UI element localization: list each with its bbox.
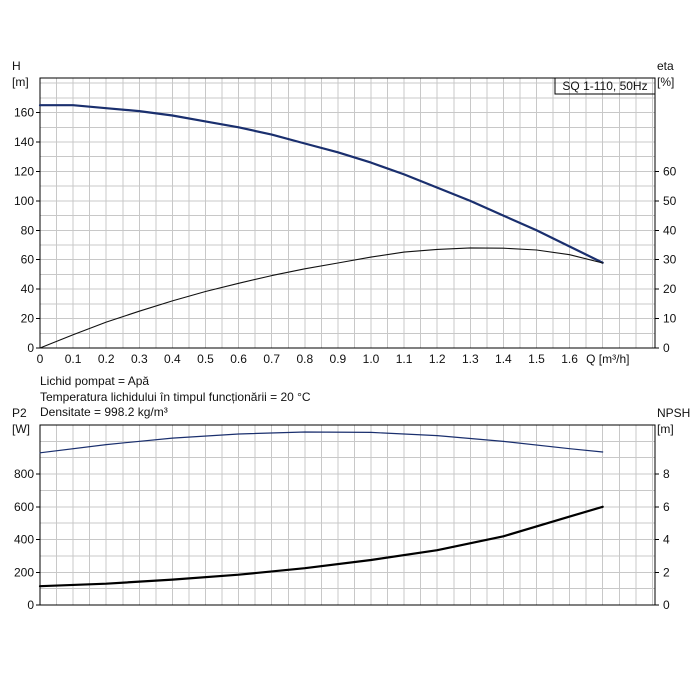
series-line-1-1 [38, 505, 604, 588]
plot-frame [39, 424, 656, 606]
y-right-axis-title: eta [657, 59, 674, 73]
x-tick-label: 0.8 [296, 352, 313, 366]
density-note: Densitate = 998.2 kg/m³ [40, 405, 168, 419]
title-box [554, 77, 656, 95]
x-tick-label: 1.2 [429, 352, 446, 366]
y-left-axis-unit: [W] [12, 422, 30, 436]
y-right-tick-label: 20 [663, 282, 677, 296]
x-tick-label: 1.4 [495, 352, 512, 366]
series-line-1-0 [39, 431, 604, 454]
x-tick-label: 0.7 [263, 352, 280, 366]
y-right-tick-label: 30 [663, 253, 677, 267]
x-tick-label: 0.4 [164, 352, 181, 366]
y-left-tick-label: 160 [14, 106, 34, 120]
y-left-axis-title: P2 [12, 406, 27, 420]
x-tick-label: 0.2 [98, 352, 115, 366]
y-right-tick-label: 60 [663, 164, 677, 178]
x-tick-label: 1.3 [462, 352, 479, 366]
x-tick-label: 0.6 [230, 352, 247, 366]
x-tick-label: 0 [37, 352, 44, 366]
x-tick-label: 0.1 [65, 352, 82, 366]
series-line-0-0 [38, 104, 604, 264]
y-right-tick-label: 4 [663, 533, 670, 547]
y-right-tick-label: 6 [663, 500, 670, 514]
y-left-tick-label: 80 [21, 223, 35, 237]
y-left-tick-label: 140 [14, 135, 34, 149]
y-left-tick-label: 0 [27, 598, 34, 612]
y-left-tick-label: 800 [14, 467, 34, 481]
y-right-axis-unit: [%] [657, 75, 674, 89]
y-left-tick-label: 40 [21, 282, 35, 296]
y-right-tick-label: 2 [663, 565, 670, 579]
y-right-tick-label: 8 [663, 467, 670, 481]
temperature-note: Temperatura lichidului în timpul funcțio… [40, 390, 311, 404]
y-left-tick-label: 100 [14, 194, 34, 208]
y-left-tick-label: 60 [21, 253, 35, 267]
y-right-tick-label: 0 [663, 341, 670, 355]
y-right-axis-unit: [m] [657, 422, 674, 436]
y-right-tick-label: 10 [663, 312, 677, 326]
plot-frame [39, 77, 656, 349]
x-tick-label: 1.0 [363, 352, 380, 366]
y-left-tick-label: 400 [14, 533, 34, 547]
y-left-tick-label: 600 [14, 500, 34, 514]
y-left-tick-label: 120 [14, 164, 34, 178]
y-right-tick-label: 50 [663, 194, 677, 208]
x-tick-label: 1.5 [528, 352, 545, 366]
y-left-axis-title: H [12, 59, 21, 73]
x-tick-label: 0.9 [330, 352, 347, 366]
y-right-tick-label: 0 [663, 598, 670, 612]
x-tick-label: 0.5 [197, 352, 214, 366]
y-left-tick-label: 20 [21, 312, 35, 326]
chart-title: SQ 1-110, 50Hz [562, 79, 647, 93]
y-left-axis-unit: [m] [12, 75, 29, 89]
y-right-axis-title: NPSH [657, 406, 690, 420]
y-left-tick-label: 200 [14, 565, 34, 579]
x-tick-label: 0.3 [131, 352, 148, 366]
liquid-note: Lichid pompat = Apă [40, 374, 150, 388]
y-left-tick-label: 0 [27, 341, 34, 355]
x-tick-label: 1.6 [561, 352, 578, 366]
y-right-tick-label: 40 [663, 223, 677, 237]
x-axis-title: Q [m³/h] [586, 352, 629, 366]
series-line-0-1 [39, 247, 604, 349]
x-tick-label: 1.1 [396, 352, 413, 366]
